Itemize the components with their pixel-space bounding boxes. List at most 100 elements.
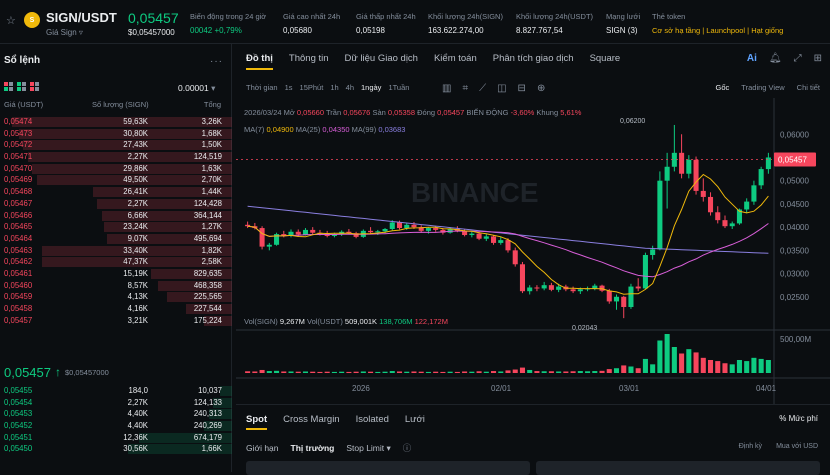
order-type-limit[interactable]: Giới hạn <box>246 443 279 453</box>
ask-row[interactable]: 0,05461 15,19K 829,635 <box>0 268 232 280</box>
ask-row[interactable]: 0,05457 3,21K 175,224 <box>0 315 232 327</box>
stat-token-tags[interactable]: Thẻ token Cơ sở hạ tầng | Launchpool | Hạ… <box>652 12 784 35</box>
candle-body <box>729 223 735 227</box>
order-type-market[interactable]: Thị trường <box>290 443 335 453</box>
tab-isolated[interactable]: Isolated <box>355 414 389 425</box>
star-icon[interactable]: ☆ <box>6 15 16 27</box>
ask-qty: 2,27K <box>127 152 148 162</box>
bid-row[interactable]: 0,05451 12,36K 674,179 <box>0 432 232 444</box>
ask-price: 0,05458 <box>4 304 33 313</box>
candle-body <box>736 209 742 224</box>
orderbook-mode-bids-icon[interactable] <box>17 82 26 91</box>
bid-row[interactable]: 0,05454 2,27K 124,133 <box>0 397 232 409</box>
depth-bar <box>41 257 232 268</box>
more-options-icon[interactable]: ··· <box>210 56 223 67</box>
ask-row[interactable]: 0,05465 23,24K 1,27K <box>0 221 232 233</box>
bid-row[interactable]: 0,05450 30,56K 1,66K <box>0 443 232 455</box>
stat-24h-volume-sign: Khối lượng 24h(SIGN) 163.622.274,00 <box>428 12 503 35</box>
info-icon[interactable]: ⓘ <box>402 443 412 453</box>
depth-bar <box>185 304 232 314</box>
bid-row[interactable]: 0,05455 184,0 10,037 <box>0 385 232 397</box>
view-mode-2[interactable]: Chi tiết <box>796 83 820 92</box>
timeframe-5[interactable]: 1ngày <box>361 83 382 92</box>
tab-chart-0[interactable]: Đồ thị <box>246 53 273 70</box>
buy-with-usd[interactable]: Mua với USD <box>776 443 818 450</box>
ask-row[interactable]: 0,05460 8,57K 468,358 <box>0 280 232 292</box>
sell-input[interactable] <box>536 461 820 475</box>
ask-row[interactable]: 0,05474 59,63K 3,26K <box>0 116 232 128</box>
tab-grid[interactable]: Lưới <box>404 414 425 425</box>
tab-chart-1[interactable]: Thông tin <box>288 53 329 64</box>
depth-bar <box>208 409 232 420</box>
buy-input[interactable] <box>246 461 530 475</box>
fee-level[interactable]: % Mức phí <box>779 414 818 423</box>
ask-row[interactable]: 0,05468 26,41K 1,44K <box>0 186 232 198</box>
volume-bar <box>715 361 721 373</box>
view-mode-1[interactable]: Trading View <box>741 83 785 92</box>
candle-body <box>469 233 475 236</box>
volume-bar <box>751 357 757 373</box>
volume-bar <box>375 371 381 373</box>
order-type-stop-limit[interactable]: Stop Limit ▾ <box>346 442 391 453</box>
ask-total: 1,44K <box>201 187 222 197</box>
timeframe-0[interactable]: Thời gian <box>246 83 278 92</box>
auto-invest[interactable]: Định kỳ <box>738 443 763 450</box>
depth-bar <box>204 421 232 432</box>
tab-cross-margin[interactable]: Cross Margin <box>283 414 340 425</box>
candle-body <box>722 220 728 227</box>
stat-24h-high: Giá cao nhất 24h 0,05680 <box>283 12 341 35</box>
tick-size-select[interactable]: 0.00001 ▾ <box>178 83 216 93</box>
candle-settings-icon[interactable]: ▥ <box>442 83 452 94</box>
ma-info: MA(7) 0,04900 MA(25) 0,04350 MA(99) 0,03… <box>244 125 406 134</box>
ask-row[interactable]: 0,05469 49,50K 2,70K <box>0 174 232 186</box>
tab-chart-4[interactable]: Phân tích giao dịch <box>492 53 574 64</box>
volume-bar <box>556 371 562 373</box>
candle-body <box>657 180 663 250</box>
bid-price: 0,05453 <box>4 409 33 419</box>
candle-body <box>635 286 641 289</box>
bid-row[interactable]: 0,05453 4,40K 240,313 <box>0 408 232 420</box>
tab-chart-5[interactable]: Square <box>589 53 621 64</box>
view-mode-0[interactable]: Gốc <box>715 83 730 92</box>
ask-row[interactable]: 0,05473 30,80K 1,68K <box>0 128 232 140</box>
settings-icon[interactable]: ⊕ <box>536 83 546 94</box>
timeframe-6[interactable]: 1Tuần <box>388 83 410 92</box>
orderbook-mode-both-icon[interactable] <box>4 82 13 91</box>
timeframe-2[interactable]: 15Phút <box>299 83 324 92</box>
bell-icon[interactable]: 🔔︎ <box>768 53 782 64</box>
timeframe-1[interactable]: 1s <box>284 83 293 92</box>
ask-row[interactable]: 0,05458 4,16K 227,544 <box>0 303 232 315</box>
tab-spot[interactable]: Spot <box>246 414 268 430</box>
chart-type-icon[interactable]: ◫ <box>497 83 507 94</box>
ask-row[interactable]: 0,05459 4,13K 225,565 <box>0 291 232 303</box>
ask-row[interactable]: 0,05464 9,07K 495,694 <box>0 233 232 245</box>
bid-row[interactable]: 0,05452 4,40K 240,269 <box>0 420 232 432</box>
grid-icon[interactable]: ⊞ <box>813 53 822 64</box>
volume-bar <box>498 371 504 373</box>
candle-body <box>758 169 764 186</box>
ask-row[interactable]: 0,05466 6,66K 364,144 <box>0 210 232 222</box>
candle-body <box>491 236 497 243</box>
timeframe-4[interactable]: 4h <box>345 83 354 92</box>
volume-bar <box>729 364 735 373</box>
pair-name[interactable]: SIGN/USDT <box>46 10 117 25</box>
ask-row[interactable]: 0,05467 2,27K 124,428 <box>0 198 232 210</box>
price-chart[interactable]: BINANCE 0,060000,055000,050000,045000,04… <box>236 98 830 404</box>
ask-total: 829,635 <box>193 268 222 278</box>
stat-network[interactable]: Mạng lưới SIGN (3) <box>606 12 641 35</box>
ask-row[interactable]: 0,05463 33,40K 1,82K <box>0 245 232 257</box>
tab-chart-3[interactable]: Kiểm toán <box>433 53 477 64</box>
ask-row[interactable]: 0,05471 2,27K 124,519 <box>0 151 232 163</box>
volume-bar <box>707 360 714 373</box>
expand-icon[interactable]: ⤢ <box>793 53 802 64</box>
draw-icon[interactable]: ⟋ <box>479 83 487 94</box>
indicator-icon[interactable]: ⌗ <box>462 83 469 94</box>
timeframe-3[interactable]: 1h <box>330 83 339 92</box>
ask-row[interactable]: 0,05472 27,43K 1,50K <box>0 139 232 151</box>
ai-icon[interactable]: Ai <box>746 53 757 64</box>
orderbook-mode-asks-icon[interactable] <box>30 82 39 91</box>
depth-icon[interactable]: ⊟ <box>517 83 526 94</box>
ask-row[interactable]: 0,05470 29,86K 1,63K <box>0 163 232 175</box>
tab-chart-2[interactable]: Dữ liệu Giao dịch <box>344 53 418 64</box>
ask-row[interactable]: 0,05462 47,37K 2,58K <box>0 256 232 268</box>
